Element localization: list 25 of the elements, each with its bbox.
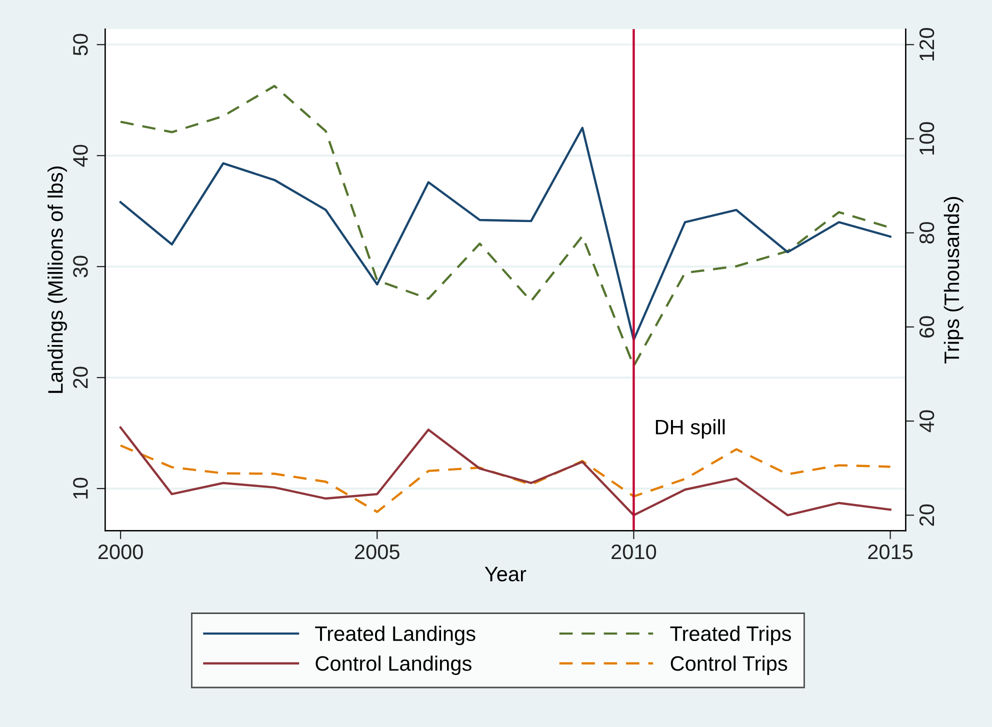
legend-label: Treated Trips	[670, 626, 791, 646]
line-series	[119, 126, 892, 341]
legend-label: Control Trips	[670, 656, 788, 676]
y2-tick-label: 40	[919, 410, 934, 432]
line-series	[119, 444, 892, 513]
x-axis-title: Year	[484, 566, 526, 582]
y-tick-label: 30	[73, 256, 88, 278]
ref-line-label: DH spill	[656, 419, 725, 439]
y2-tick-label: 20	[919, 504, 934, 526]
x-tick-label: 2000	[98, 544, 143, 560]
x-tick-label: 2005	[355, 544, 400, 560]
y-tick-label: 50	[73, 34, 88, 56]
y2-tick-label: 60	[919, 316, 934, 338]
y-tick-label: 40	[73, 144, 88, 167]
y-tick-label: 20	[73, 366, 88, 388]
y2-tick-label: 80	[919, 222, 934, 244]
y-axis-title: Landings (Millions of lbs)	[48, 166, 67, 393]
y2-tick-label: 120	[919, 28, 934, 60]
x-tick-label: 2015	[868, 544, 913, 560]
legend-label: Control Landings	[316, 656, 472, 676]
y-tick-label: 10	[73, 478, 88, 499]
x-tick-label: 2010	[612, 544, 656, 560]
y2-tick-label: 100	[919, 122, 934, 155]
legend-label: Treated Landings	[315, 626, 476, 646]
y2-axis-title: Trips (Thousands)	[944, 197, 964, 364]
